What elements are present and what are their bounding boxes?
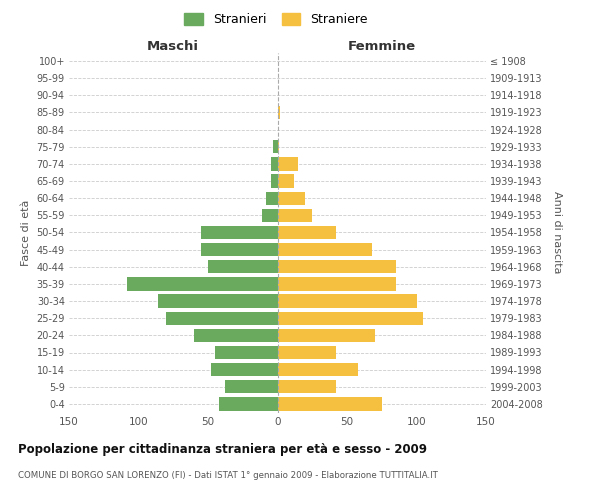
Text: Femmine: Femmine (347, 40, 416, 52)
Bar (277, 208, 312, 222)
Bar (274, 140, 277, 153)
Bar (277, 192, 305, 205)
Bar (215, 346, 277, 359)
Bar (271, 174, 277, 188)
Bar (194, 328, 277, 342)
Bar (277, 294, 416, 308)
Bar (277, 380, 336, 394)
Bar (166, 312, 277, 325)
Bar (277, 174, 294, 188)
Bar (277, 106, 280, 119)
Bar (201, 226, 277, 239)
Bar (277, 312, 424, 325)
Y-axis label: Anni di nascita: Anni di nascita (553, 191, 562, 274)
Bar (277, 346, 336, 359)
Bar (127, 277, 277, 290)
Bar (277, 157, 298, 170)
Legend: Stranieri, Straniere: Stranieri, Straniere (181, 8, 371, 30)
Bar (277, 363, 358, 376)
Bar (224, 380, 277, 394)
Text: Maschi: Maschi (147, 40, 199, 52)
Text: Popolazione per cittadinanza straniera per età e sesso - 2009: Popolazione per cittadinanza straniera p… (18, 442, 427, 456)
Y-axis label: Fasce di età: Fasce di età (21, 200, 31, 266)
Text: COMUNE DI BORGO SAN LORENZO (FI) - Dati ISTAT 1° gennaio 2009 - Elaborazione TUT: COMUNE DI BORGO SAN LORENZO (FI) - Dati … (18, 471, 438, 480)
Bar (201, 243, 277, 256)
Bar (158, 294, 277, 308)
Bar (277, 328, 375, 342)
Bar (211, 363, 277, 376)
Bar (277, 277, 395, 290)
Bar (277, 243, 372, 256)
Bar (277, 397, 382, 410)
Bar (271, 157, 277, 170)
Bar (277, 260, 395, 274)
Bar (219, 397, 277, 410)
Bar (262, 208, 277, 222)
Bar (277, 226, 336, 239)
Bar (266, 192, 277, 205)
Bar (208, 260, 277, 274)
Bar (277, 140, 279, 153)
